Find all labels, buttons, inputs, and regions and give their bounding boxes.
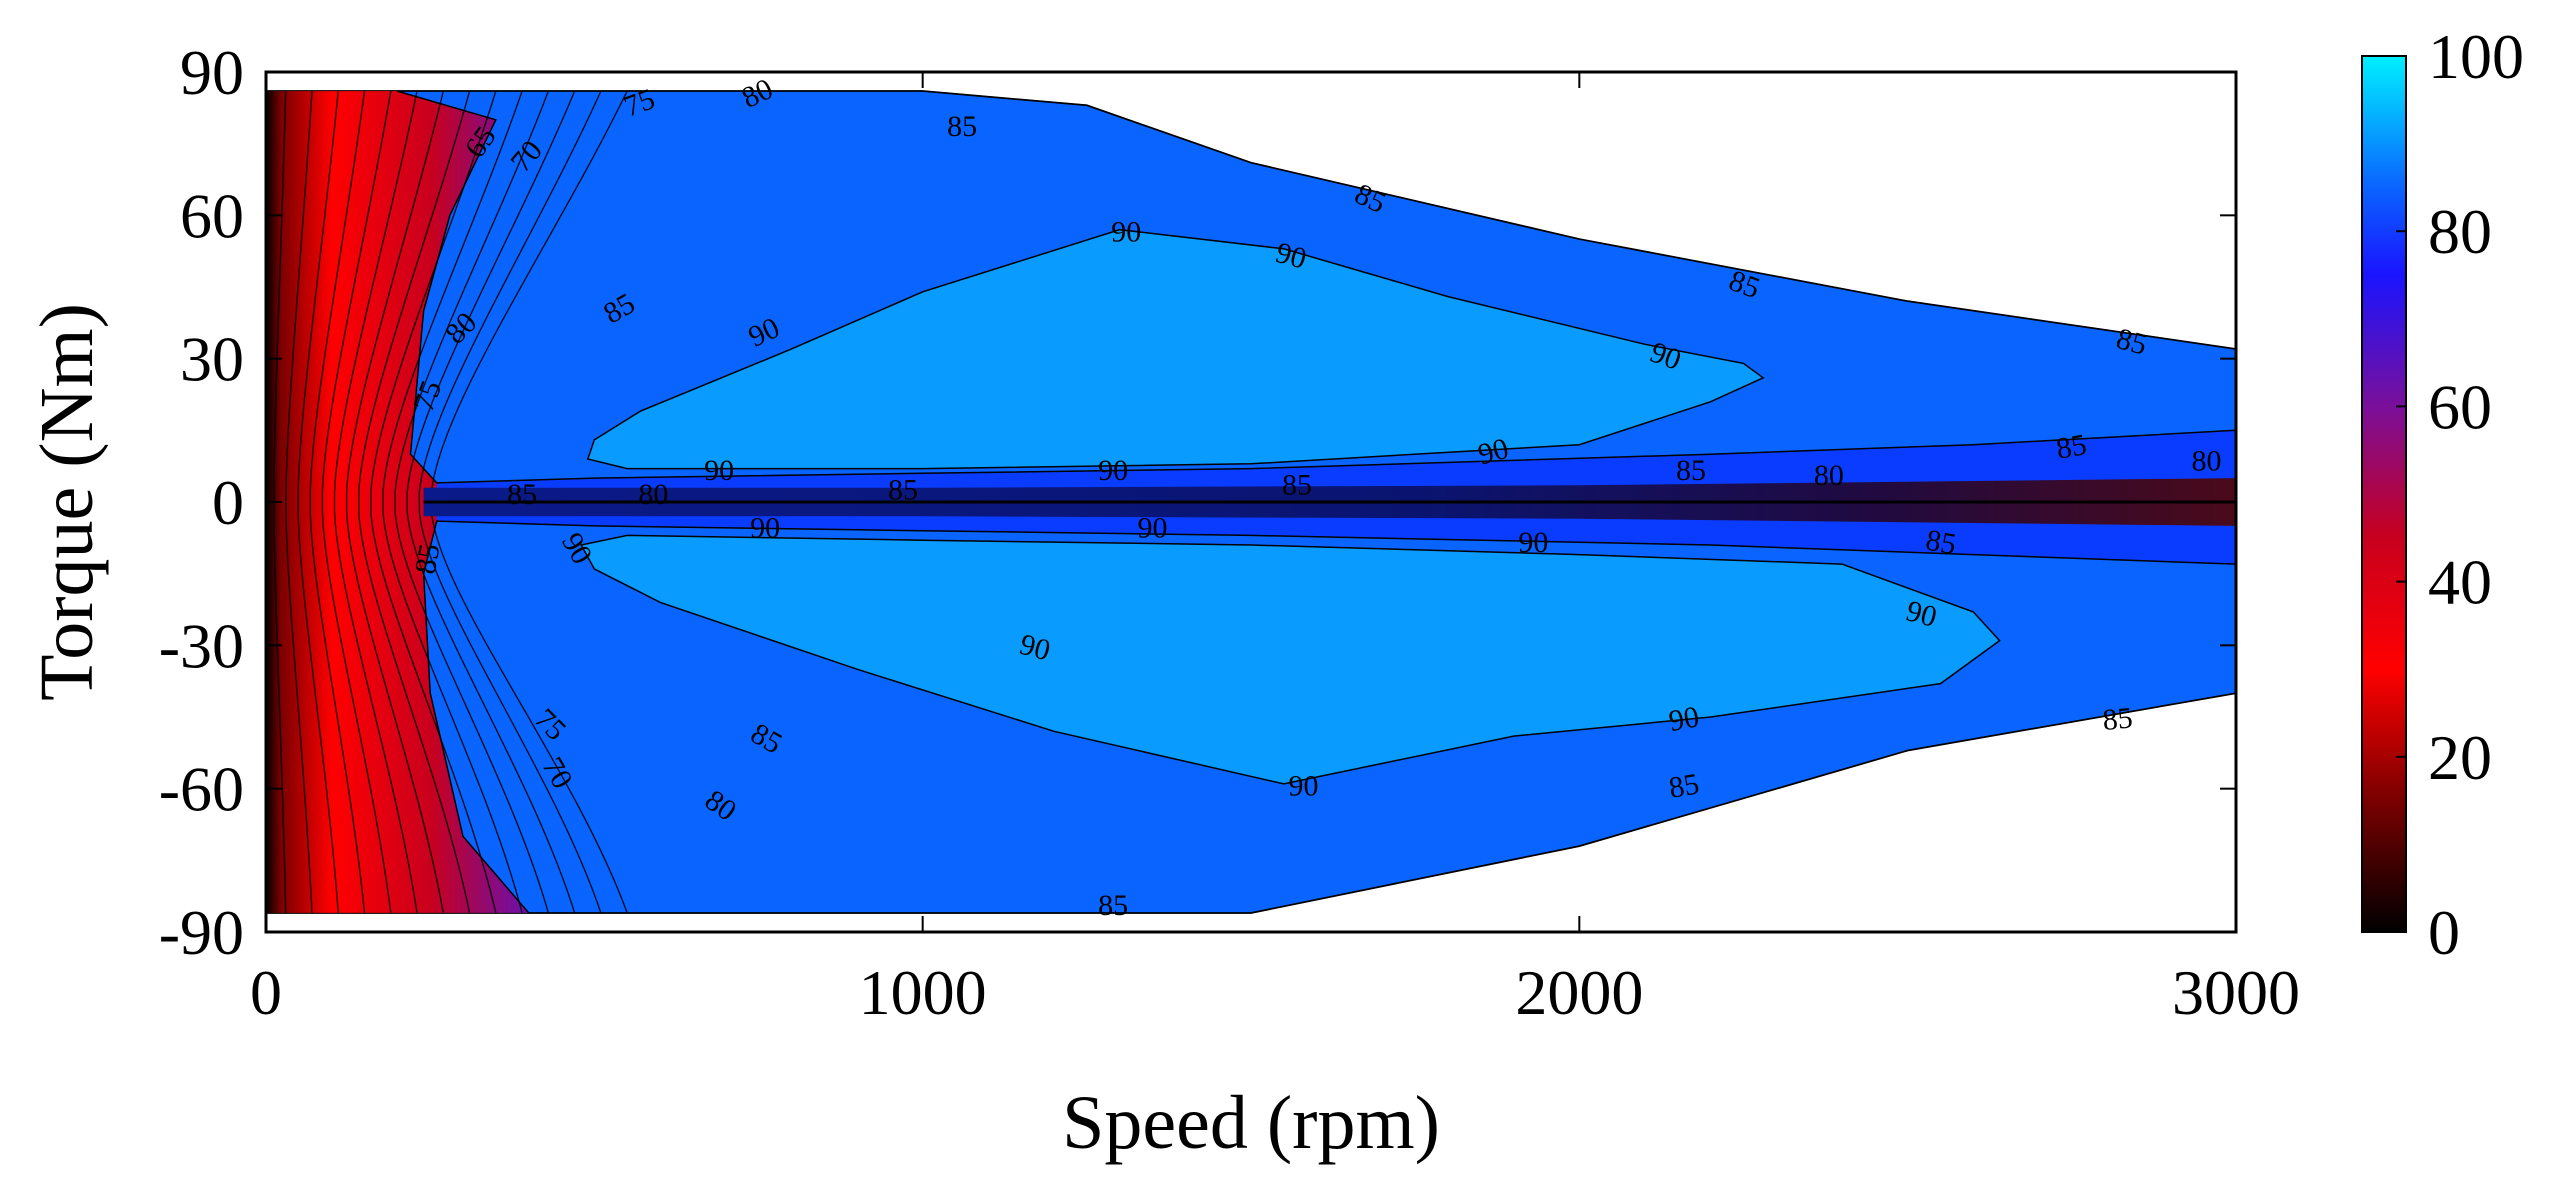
- contour-90-lower: [580, 534, 2001, 785]
- contour-label: 85: [1676, 454, 1706, 487]
- colorbar-tick-label: 60: [2428, 371, 2492, 442]
- y-tick-label: -30: [159, 610, 244, 681]
- x-tick-label: 1000: [859, 957, 987, 1028]
- y-tick-label: 90: [180, 37, 244, 108]
- contour-label: 85: [947, 110, 977, 143]
- colorbar: 100 80 60 40 20 0: [2361, 21, 2524, 968]
- contour-label: 85: [2054, 428, 2089, 466]
- x-tick-label: 2000: [1515, 957, 1643, 1028]
- y-tick-label: -90: [159, 897, 244, 968]
- contour-label: 90: [1518, 526, 1548, 559]
- contour-label: 85: [1282, 469, 1312, 502]
- colorbar-tick-label: 80: [2428, 196, 2492, 267]
- contour-label: 85: [1923, 524, 1958, 562]
- contour-label: 85: [409, 541, 447, 576]
- x-tick-label: 3000: [2172, 957, 2300, 1028]
- x-axis-title: Speed (rpm): [1062, 1081, 1440, 1165]
- x-tick-label: 0: [250, 957, 282, 1028]
- low-speed-efficiency-region: [266, 91, 634, 913]
- contour-label: 90: [1098, 454, 1128, 487]
- contour-label: 85: [1098, 889, 1128, 922]
- y-tick-label: -60: [159, 754, 244, 825]
- contour-90-upper: [586, 228, 1765, 470]
- colorbar-scale: [2361, 55, 2407, 933]
- contour-label: 80: [2191, 445, 2221, 478]
- contour-label: 85: [888, 473, 918, 506]
- colorbar-tick-label: 0: [2428, 897, 2460, 968]
- contour-label: 85: [1666, 767, 1701, 805]
- colorbar-tick-label: 40: [2428, 547, 2492, 618]
- contour-label: 90: [1138, 512, 1168, 545]
- contour-label: 90: [1111, 215, 1141, 248]
- contour-label: 90: [704, 454, 734, 487]
- contour-label: 90: [1289, 770, 1319, 803]
- y-axis-title: Torque (Nm): [25, 303, 109, 701]
- contour-label: 80: [638, 478, 668, 511]
- contour-label: 90: [750, 512, 780, 545]
- contour-label: 85: [507, 478, 537, 511]
- colorbar-tick-label: 100: [2428, 21, 2524, 92]
- y-tick-label: 0: [212, 467, 244, 538]
- y-tick-label: 60: [180, 180, 244, 251]
- y-axis: 90 60 30 0 -30 -60 -90: [159, 37, 2236, 968]
- contour-label: 85: [2101, 701, 2134, 736]
- plot-area: [266, 90, 2236, 914]
- x-axis: 0 1000 2000 3000: [250, 72, 2300, 1028]
- contour-label: 80: [1814, 459, 1844, 492]
- colorbar-tick-label: 20: [2428, 722, 2492, 793]
- contour-label: 90: [1666, 700, 1701, 738]
- y-tick-label: 30: [180, 324, 244, 395]
